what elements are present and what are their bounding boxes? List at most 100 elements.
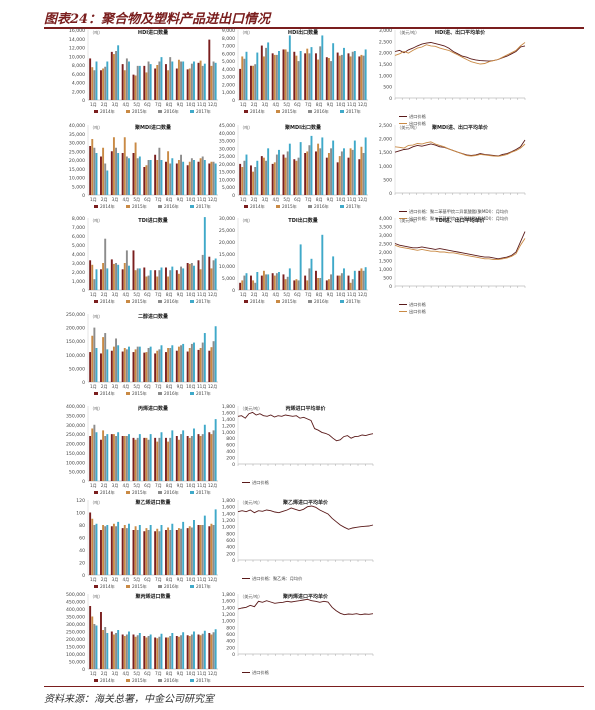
pe-import-xtick: 8月 bbox=[166, 483, 173, 489]
tdi-import-title: TDI进口数量 bbox=[138, 217, 167, 224]
ps-import-bar bbox=[132, 634, 135, 669]
source-note: 资料来源：海关总署，中金公司研究室 bbox=[44, 694, 214, 705]
pe-import-bar bbox=[175, 436, 178, 481]
mdi-import-bar bbox=[134, 142, 137, 195]
pe-import-bar bbox=[134, 439, 137, 481]
hdi-import-ytick: 14,000 bbox=[69, 37, 85, 43]
pe-import-bar bbox=[167, 441, 170, 481]
pp-import-ytick: 50,000 bbox=[69, 366, 85, 372]
ps-import-bar bbox=[134, 636, 137, 669]
hdi-import-ytick: 16,000 bbox=[69, 28, 85, 34]
ps-import-bar bbox=[93, 624, 96, 669]
pe-price-series-line bbox=[237, 411, 374, 442]
tdi-export-bar bbox=[299, 244, 302, 290]
ps-import-bar bbox=[203, 630, 206, 669]
pe-import-bar bbox=[201, 434, 204, 481]
hdi-price-ytick: 2,500 bbox=[379, 39, 392, 45]
pp-import-bar bbox=[93, 327, 96, 382]
pe-import-xtick: 7月 bbox=[155, 483, 162, 489]
hdi-import-bar bbox=[212, 61, 215, 100]
tdi-export-bar bbox=[273, 275, 276, 290]
pvc-price-unit: （美元/吨） bbox=[240, 499, 262, 506]
pvc-import-bar bbox=[125, 528, 128, 575]
hdi-import-bar bbox=[149, 64, 152, 100]
pp-import-ytick: 150,000 bbox=[66, 339, 85, 345]
tdi-export-bar bbox=[256, 272, 259, 290]
hdi-export-bar bbox=[308, 53, 311, 100]
tdi-export-legend-swatch bbox=[340, 300, 344, 303]
mdi-export-xtick: 1月 bbox=[240, 197, 247, 203]
ps-import-bar bbox=[110, 631, 113, 669]
hdi-import-title: HDI进口数量 bbox=[138, 29, 168, 36]
hdi-export-bar bbox=[245, 51, 248, 100]
tdi-export-xtick: 8月 bbox=[316, 292, 323, 298]
mdi-import-ytick: 30,000 bbox=[69, 141, 85, 147]
pp-import-bar bbox=[147, 348, 150, 382]
hdi-export-bar bbox=[325, 57, 328, 100]
mdi-import-bar bbox=[128, 158, 130, 195]
tdi-import-bar bbox=[208, 256, 211, 290]
tdi-price-ytick: 3,500 bbox=[379, 225, 392, 231]
mdi-price-unit: （美元/吨） bbox=[397, 124, 419, 131]
tdi-export-ytick: 25,000 bbox=[219, 228, 235, 234]
pvc-import-bar bbox=[203, 515, 206, 575]
pp-import-bar bbox=[125, 349, 128, 382]
mdi-import-bar bbox=[104, 163, 107, 195]
pe-import-bar bbox=[188, 437, 191, 481]
tdi-import-xtick: 2月 bbox=[101, 292, 108, 298]
pp-import-legend-swatch bbox=[158, 392, 162, 395]
pvc-import-bar bbox=[190, 527, 193, 575]
tdi-export-bar bbox=[306, 280, 309, 290]
ps-import-bar bbox=[102, 630, 105, 669]
tdi-export-bar bbox=[288, 268, 291, 290]
tdi-import-bar bbox=[128, 265, 130, 290]
tdi-import-legend-label: 2016年 bbox=[164, 298, 179, 305]
hdi-import-legend-label: 2017年 bbox=[196, 108, 211, 115]
hdi-price-legend-label: 进口价格 bbox=[409, 113, 427, 120]
hdi-export-xtick: 12月 bbox=[358, 102, 368, 108]
tdi-export-bar bbox=[338, 275, 341, 290]
pvc-import-xtick: 7月 bbox=[155, 577, 162, 583]
hdi-import-xtick: 3月 bbox=[112, 102, 119, 108]
pp-import-bar bbox=[199, 348, 202, 382]
hdi-export-bar bbox=[315, 53, 317, 100]
pvc-import-xtick: 6月 bbox=[144, 577, 151, 583]
mdi-export-title: 聚MDI出口数量 bbox=[284, 124, 321, 131]
tdi-import-bar bbox=[91, 264, 94, 290]
hdi-import-bar bbox=[136, 65, 139, 100]
ps-import-bar bbox=[136, 635, 139, 669]
tdi-export-legend-label: 2015年 bbox=[282, 298, 297, 305]
pe-import-legend-label: 2016年 bbox=[164, 489, 179, 496]
ps-import-legend-label: 2016年 bbox=[164, 677, 179, 684]
figure-title: 图表24：聚合物及塑料产品进出口情况 bbox=[44, 12, 271, 27]
tdi-import-xtick: 1月 bbox=[90, 292, 97, 298]
pvc-import-legend-label: 2017年 bbox=[196, 583, 211, 590]
pe-price-ytick: 400 bbox=[226, 449, 235, 455]
mdi-import-xtick: 2月 bbox=[101, 197, 108, 203]
tdi-import-ytick: 3,000 bbox=[72, 261, 85, 267]
mdi-export-legend-swatch bbox=[340, 205, 344, 208]
tdi-export-bar bbox=[271, 273, 274, 290]
hdi-export-bar bbox=[353, 51, 356, 100]
ps-import-bar bbox=[147, 636, 150, 669]
tdi-price-series-line bbox=[394, 238, 526, 261]
pvc-import-legend-label: 2015年 bbox=[132, 583, 147, 590]
hdi-import-legend-label: 2016年 bbox=[164, 108, 179, 115]
ps-import-ytick: 400,000 bbox=[66, 607, 85, 613]
mdi-export-ytick: 0 bbox=[232, 193, 235, 199]
tdi-price-ytick: 1,500 bbox=[379, 259, 392, 265]
tdi-import-xtick: 6月 bbox=[144, 292, 151, 298]
pe-import-title: 丙烯进口数量 bbox=[138, 405, 168, 412]
mdi-export-bar bbox=[250, 165, 252, 195]
hdi-import-bar bbox=[169, 57, 172, 100]
ps-import-bar bbox=[199, 635, 202, 669]
pvc-price-title: 聚乙烯进口平均单价 bbox=[282, 499, 329, 506]
tdi-import-bar bbox=[93, 279, 96, 290]
pe-price-ytick: 0 bbox=[232, 462, 235, 468]
pe-import-bar bbox=[138, 434, 141, 481]
hdi-export-bar bbox=[243, 58, 246, 100]
tdi-export-legend-swatch bbox=[244, 300, 248, 303]
tdi-import-ytick: 0 bbox=[82, 288, 85, 294]
mdi-export-bar bbox=[327, 153, 330, 195]
pp-import-bar bbox=[177, 346, 180, 382]
